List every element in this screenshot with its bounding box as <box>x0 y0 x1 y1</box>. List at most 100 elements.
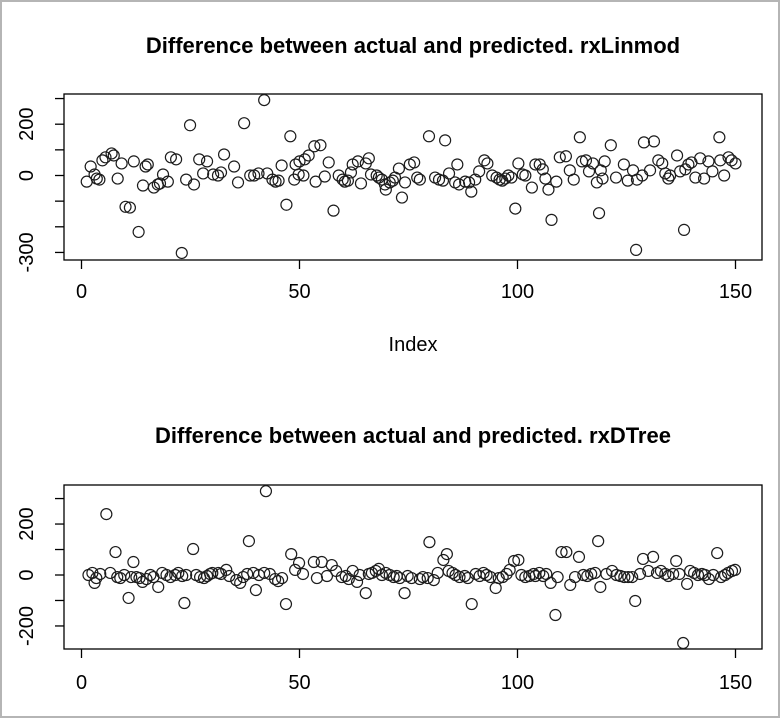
data-point <box>231 176 245 189</box>
data-point <box>667 567 680 581</box>
data-point <box>702 572 716 586</box>
data-point <box>575 155 589 168</box>
data-point <box>335 570 348 584</box>
data-point <box>119 200 132 213</box>
data-point <box>104 566 117 580</box>
data-point <box>560 545 573 559</box>
data-point <box>713 131 726 144</box>
data-point <box>197 167 210 180</box>
data-point <box>161 175 174 188</box>
data-point <box>187 178 201 191</box>
data-point <box>582 165 596 178</box>
data-point <box>452 178 466 191</box>
data-point <box>423 536 436 549</box>
data-point <box>682 158 695 171</box>
data-point <box>598 155 611 168</box>
data-point <box>411 171 424 184</box>
data-point <box>350 575 364 588</box>
data-point <box>322 156 335 169</box>
x-tick-label: 150 <box>719 672 752 694</box>
data-point <box>542 183 555 196</box>
data-point <box>525 181 538 194</box>
data-point <box>242 535 256 548</box>
data-point <box>499 172 512 185</box>
data-point <box>175 246 188 260</box>
data-point <box>292 168 305 181</box>
data-point <box>315 555 328 569</box>
data-point <box>136 575 149 588</box>
data-point <box>643 164 657 177</box>
data-point <box>422 130 436 143</box>
data-point <box>351 155 365 168</box>
plot-box <box>63 93 763 261</box>
data-point <box>527 567 540 581</box>
y-tick-label: 0 <box>16 569 38 580</box>
data-point <box>122 591 135 605</box>
data-point <box>579 154 593 167</box>
data-point <box>308 140 321 153</box>
data-point <box>502 169 515 182</box>
data-point <box>275 571 289 585</box>
data-point <box>140 572 153 586</box>
data-point <box>629 243 643 256</box>
x-tick-label: 100 <box>501 672 534 694</box>
data-point <box>711 546 724 560</box>
data-point <box>544 576 557 589</box>
data-point <box>512 157 525 170</box>
data-point <box>478 154 491 167</box>
data-point <box>170 153 183 166</box>
data-point <box>223 569 236 583</box>
data-point <box>230 573 243 587</box>
data-point <box>427 573 440 587</box>
data-point <box>614 569 627 583</box>
data-point <box>292 556 306 570</box>
data-point <box>559 150 572 163</box>
data-point <box>109 545 122 559</box>
data-point <box>296 567 310 581</box>
data-point <box>392 162 406 175</box>
plot-box <box>63 484 763 650</box>
data-point <box>689 171 702 184</box>
data-point <box>621 174 634 187</box>
y-tick-label: -200 <box>16 606 38 646</box>
data-point <box>718 568 732 582</box>
y-tick-label: -300 <box>16 232 38 272</box>
data-point <box>681 577 694 591</box>
y-tick-label: 200 <box>16 507 38 540</box>
data-point <box>677 636 690 650</box>
data-point <box>600 567 613 581</box>
data-point <box>309 175 322 188</box>
x-tick-label: 50 <box>288 672 310 694</box>
data-point <box>379 183 392 196</box>
data-point <box>272 575 285 588</box>
data-point <box>180 568 193 582</box>
data-point <box>342 572 355 586</box>
data-point <box>84 160 97 173</box>
data-point <box>519 169 532 182</box>
data-point <box>642 564 655 578</box>
data-point <box>718 169 731 182</box>
data-point <box>88 576 101 589</box>
data-point <box>637 136 651 149</box>
data-point <box>469 173 482 186</box>
data-point <box>320 569 334 583</box>
x-tick-label: 0 <box>76 281 87 303</box>
data-point <box>105 147 118 160</box>
data-point <box>725 154 738 167</box>
data-point <box>393 571 406 585</box>
data-point <box>94 567 107 581</box>
data-point <box>238 117 251 130</box>
data-point <box>297 169 310 182</box>
data-point <box>646 550 660 564</box>
data-point <box>285 548 298 561</box>
data-point <box>172 566 185 580</box>
data-point <box>249 583 262 597</box>
data-point <box>398 586 411 600</box>
data-point <box>586 157 600 170</box>
data-point <box>164 151 177 164</box>
data-point <box>314 139 327 152</box>
data-point <box>473 165 486 178</box>
data-point <box>386 174 399 187</box>
data-point <box>568 570 582 584</box>
data-point <box>144 568 157 582</box>
